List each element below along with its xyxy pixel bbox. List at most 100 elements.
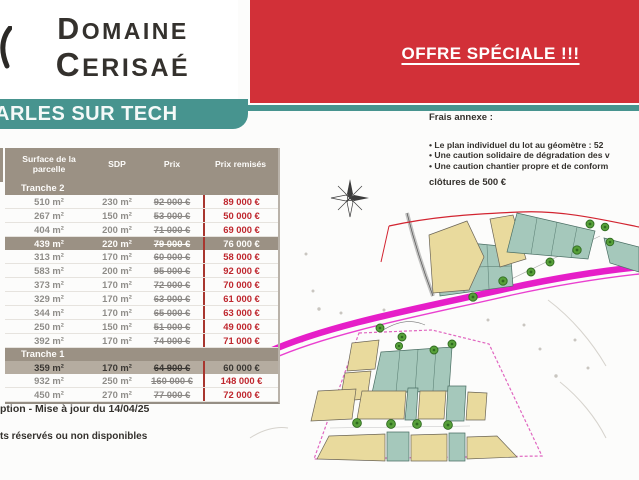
- cell-surface: 250 m²: [34, 321, 64, 332]
- logo-box: Domaine Cerisaé: [0, 0, 238, 99]
- tree-icon: [429, 345, 439, 355]
- header-surface: Surface de la parcelle: [22, 154, 76, 174]
- price-row: 450 m² 270 m² 77 000 € 72 000 €: [5, 388, 278, 402]
- cell-sdp: 200 m²: [102, 224, 132, 235]
- cell-remise: 92 000 €: [203, 264, 278, 277]
- price-row: 932 m² 250 m² 160 000 € 148 000 €: [5, 374, 278, 388]
- compass-rose-icon: [330, 179, 369, 218]
- fees-title: Frais annexe :: [429, 112, 493, 123]
- price-table: Surface de la parcelle SDP Prix Prix rem…: [5, 148, 280, 404]
- cell-surface: 932 m²: [34, 375, 64, 386]
- cell-prix: 53 000 €: [153, 210, 191, 221]
- tree-icon: [526, 267, 536, 277]
- cell-remise: 58 000 €: [203, 250, 278, 263]
- sketch-marks: [249, 252, 607, 439]
- fees-footnote: clôtures de 500 €: [429, 177, 507, 189]
- table-header-row: Surface de la parcelle SDP Prix Prix rem…: [5, 148, 278, 182]
- cell-prix: 71 000 €: [153, 224, 191, 235]
- cell-prix: 64 900 €: [153, 362, 191, 373]
- offer-label: OFFRE SPÉCIALE !!!: [401, 44, 580, 63]
- cell-sdp: 170 m²: [102, 362, 132, 373]
- cell-surface: 344 m²: [34, 307, 64, 318]
- tranche-label-row: Tranche 2: [5, 182, 278, 195]
- cell-surface: 392 m²: [34, 335, 64, 346]
- cell-sdp: 150 m²: [102, 210, 132, 221]
- lower-plots: [310, 321, 543, 462]
- tree-icon: [498, 276, 508, 286]
- price-row: 359 m² 170 m² 64 900 € 60 000 €: [5, 361, 278, 374]
- availability-note: ts réservés ou non disponibles: [0, 431, 148, 442]
- cell-sdp: 220 m²: [102, 238, 132, 249]
- cell-remise: 89 000 €: [203, 195, 278, 208]
- brand-title: Domaine Cerisaé: [18, 14, 228, 82]
- cell-remise: 70 000 €: [203, 278, 278, 291]
- cell-remise: 69 000 €: [203, 223, 278, 236]
- cell-remise: 76 000 €: [203, 237, 278, 250]
- cell-prix: 63 000 €: [153, 293, 191, 304]
- cell-surface: 267 m²: [34, 210, 64, 221]
- cell-remise: 60 000 €: [203, 361, 278, 374]
- tree-icon: [585, 219, 595, 229]
- tree-icon: [375, 323, 385, 333]
- tranche-label: Tranche 2: [21, 183, 65, 193]
- cell-prix: 65 000 €: [153, 307, 191, 318]
- fees-list: Le plan individuel du lot au géomètre : …: [429, 140, 639, 171]
- fee-item: Une caution chantier propre et de confor…: [429, 161, 639, 171]
- fee-item: Le plan individuel du lot au géomètre : …: [429, 140, 639, 150]
- cell-sdp: 170 m²: [102, 251, 132, 262]
- tree-icon: [447, 339, 457, 349]
- fee-item: Une caution solidaire de dégradation des…: [429, 150, 639, 160]
- cell-sdp: 200 m²: [102, 265, 132, 276]
- tree-icon: [545, 257, 555, 267]
- cell-surface: 439 m²: [34, 238, 64, 249]
- table-left-sliver: [0, 148, 3, 182]
- cell-sdp: 270 m²: [102, 389, 132, 400]
- cell-prix: 77 000 €: [153, 389, 191, 400]
- price-row: 373 m² 170 m² 72 000 € 70 000 €: [5, 278, 278, 292]
- cell-remise: 49 000 €: [203, 320, 278, 333]
- tree-icon: [386, 419, 396, 429]
- tree-icon: [412, 419, 422, 429]
- cell-sdp: 170 m²: [102, 335, 132, 346]
- tree-icon: [443, 420, 453, 430]
- cell-sdp: 170 m²: [102, 293, 132, 304]
- cell-remise: 71 000 €: [203, 334, 278, 347]
- fees-block: Frais annexe : Le plan individuel du lot…: [429, 112, 639, 188]
- cell-prix: 79 000 €: [153, 238, 191, 249]
- cell-sdp: 170 m²: [102, 279, 132, 290]
- cell-prix: 160 000 €: [151, 375, 193, 386]
- tree-icon: [572, 245, 582, 255]
- cell-remise: 72 000 €: [203, 388, 278, 401]
- upper-plots: [428, 212, 639, 297]
- price-row: 583 m² 200 m² 95 000 € 92 000 €: [5, 264, 278, 278]
- cell-prix: 72 000 €: [153, 279, 191, 290]
- header-sdp: SDP: [108, 159, 126, 170]
- price-row: 439 m² 220 m² 79 000 € 76 000 €: [5, 237, 278, 250]
- tree-icon: [397, 332, 407, 342]
- tree-icons: [352, 219, 615, 430]
- cell-surface: 510 m²: [34, 196, 64, 207]
- update-note: ption - Mise à jour du 14/04/25: [0, 403, 150, 415]
- teal-divider: [239, 105, 639, 111]
- cell-prix: 92 000 €: [153, 196, 191, 207]
- cell-remise: 50 000 €: [203, 209, 278, 222]
- header-prix: Prix: [163, 159, 181, 170]
- price-row: 313 m² 170 m² 60 000 € 58 000 €: [5, 250, 278, 264]
- price-row: 250 m² 150 m² 51 000 € 49 000 €: [5, 320, 278, 334]
- tree-icon: [394, 341, 404, 351]
- cell-sdp: 230 m²: [102, 196, 132, 207]
- cell-surface: 329 m²: [34, 293, 64, 304]
- cell-prix: 95 000 €: [153, 265, 191, 276]
- cell-prix: 51 000 €: [153, 321, 191, 332]
- brand-line-1: Domaine: [57, 13, 189, 46]
- cell-surface: 450 m²: [34, 389, 64, 400]
- cell-prix: 74 000 €: [153, 335, 191, 346]
- cell-surface: 583 m²: [34, 265, 64, 276]
- price-row: 344 m² 170 m² 65 000 € 63 000 €: [5, 306, 278, 320]
- tree-icon: [600, 222, 610, 232]
- cell-prix: 60 000 €: [153, 251, 191, 262]
- brand-line-2: Cerisaé: [55, 45, 191, 83]
- cell-remise: 61 000 €: [203, 292, 278, 305]
- cell-sdp: 250 m²: [102, 375, 132, 386]
- price-row: 329 m² 170 m² 63 000 € 61 000 €: [5, 292, 278, 306]
